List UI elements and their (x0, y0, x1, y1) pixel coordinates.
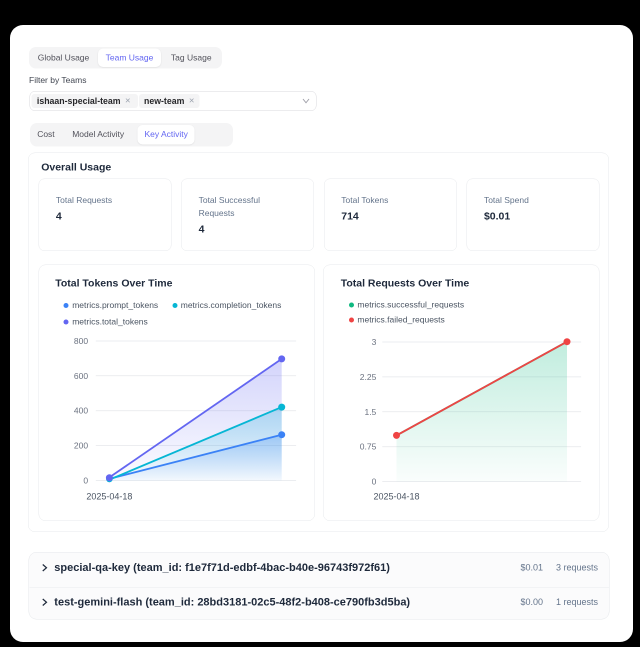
svg-text:0: 0 (83, 476, 88, 486)
svg-text:400: 400 (74, 406, 88, 416)
svg-text:800: 800 (74, 336, 88, 346)
svg-text:1.5: 1.5 (364, 407, 376, 417)
svg-text:2025-04-18: 2025-04-18 (373, 492, 419, 502)
svg-text:0: 0 (371, 477, 376, 487)
svg-text:2025-04-18: 2025-04-18 (86, 492, 132, 502)
svg-text:3: 3 (371, 337, 376, 347)
svg-text:200: 200 (74, 441, 88, 451)
svg-text:0.75: 0.75 (360, 442, 377, 452)
svg-text:600: 600 (74, 371, 88, 381)
svg-text:2.25: 2.25 (360, 372, 377, 382)
